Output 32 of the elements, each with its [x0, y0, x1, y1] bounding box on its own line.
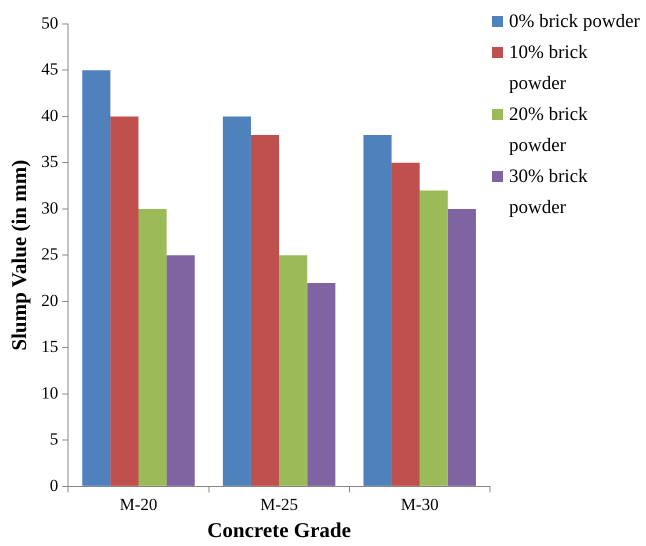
y-tick-label: 10 [41, 383, 58, 402]
y-tick-label: 50 [41, 13, 58, 32]
bar [448, 208, 476, 486]
y-tick-label: 30 [41, 198, 58, 218]
y-tick-label: 15 [41, 337, 58, 356]
legend-label: 20% brick powder [509, 103, 589, 158]
bar [279, 255, 308, 486]
legend-label: 30% brick powder [509, 165, 589, 220]
y-tick-label: 20 [41, 290, 58, 310]
bar [82, 70, 110, 486]
x-tick-label: M-20 [120, 495, 158, 514]
bar [420, 190, 448, 486]
y-tick-label: 45 [41, 60, 58, 79]
y-tick-label: 25 [41, 244, 58, 264]
y-tick-label: 35 [41, 152, 58, 172]
legend-label: 10% brick powder [509, 41, 589, 96]
bar [307, 282, 336, 486]
bar [166, 255, 195, 486]
bar [392, 162, 420, 486]
y-tick-label: 40 [41, 106, 58, 125]
y-tick-label: 0 [50, 476, 58, 495]
y-tick-label: 5 [50, 430, 58, 449]
x-axis-title: Concrete Grade [207, 518, 351, 542]
bar [222, 116, 251, 486]
bar [363, 134, 392, 486]
bar [138, 208, 167, 486]
x-tick-label: M-30 [400, 495, 439, 514]
x-tick-label: M-25 [260, 495, 298, 514]
bar [250, 134, 280, 486]
legend-label: 0% brick powder [509, 10, 640, 34]
y-axis-title: Slump Value (in mm) [7, 160, 32, 351]
bar [110, 116, 138, 486]
